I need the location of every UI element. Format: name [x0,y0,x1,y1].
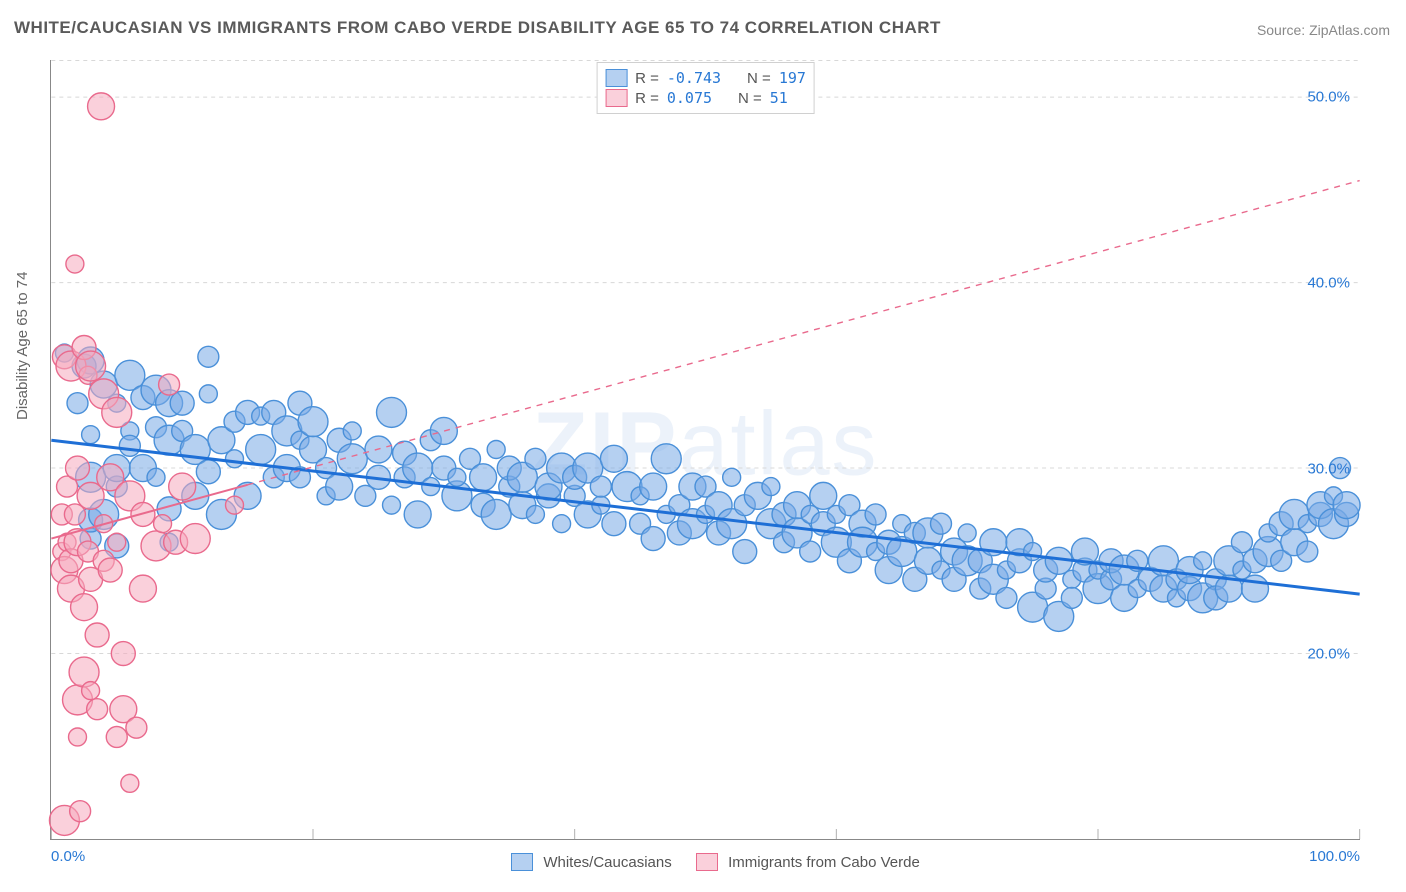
plot-area: ZIPatlas R = -0.743 N = 197 R = 0.075 N … [50,60,1360,840]
legend-N-label: N = [747,70,771,87]
legend-swatch-blue [605,69,627,87]
legend-label: Whites/Caucasians [543,854,671,871]
legend-row: R = 0.075 N = 51 [605,89,806,107]
legend-N-value: 51 [770,89,788,107]
legend-correlation-box: R = -0.743 N = 197 R = 0.075 N = 51 [596,62,815,114]
legend-label: Immigrants from Cabo Verde [728,854,920,871]
legend-N-value: 197 [779,69,806,87]
legend-swatch-blue [511,853,533,871]
y-tick-label: 50.0% [1307,89,1350,106]
legend-row: R = -0.743 N = 197 [605,69,806,87]
x-tick-label: 100.0% [1309,848,1360,865]
legend-N-label: N = [738,90,762,107]
x-tick-label: 0.0% [51,848,85,865]
legend-swatch-pink [696,853,718,871]
chart-svg [51,60,1360,839]
source-attribution: Source: ZipAtlas.com [1257,22,1390,38]
chart-title: WHITE/CAUCASIAN VS IMMIGRANTS FROM CABO … [14,18,941,38]
y-tick-label: 40.0% [1307,274,1350,291]
legend-swatch-pink [605,89,627,107]
legend-R-value: -0.743 [667,69,721,87]
legend-R-label: R = [635,90,659,107]
y-axis-label: Disability Age 65 to 74 [14,272,31,420]
legend-R-value: 0.075 [667,89,712,107]
y-tick-label: 20.0% [1307,646,1350,663]
y-tick-label: 30.0% [1307,460,1350,477]
legend-R-label: R = [635,70,659,87]
legend-bottom: Whites/Caucasians Immigrants from Cabo V… [51,853,1360,871]
